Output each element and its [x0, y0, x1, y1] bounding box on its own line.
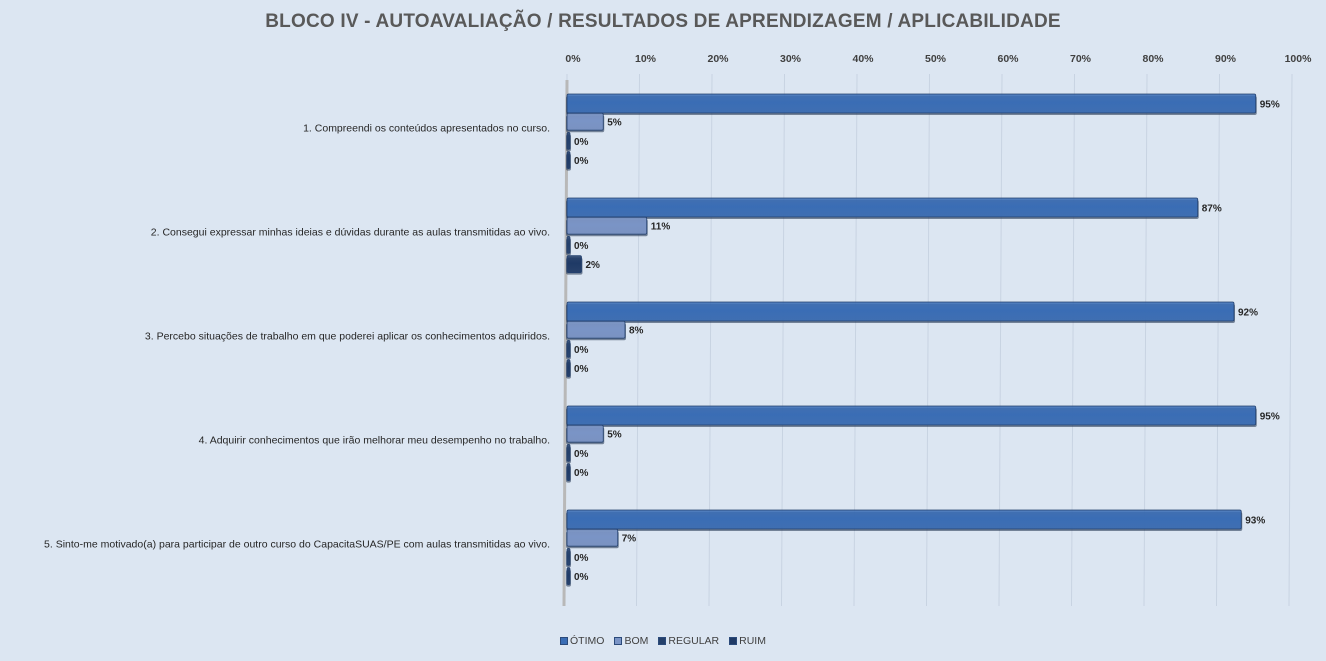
- bar: [566, 301, 1235, 322]
- data-label: 2%: [586, 260, 601, 271]
- bar: [566, 359, 571, 378]
- data-label: 0%: [574, 572, 589, 583]
- legend: ÓTIMO BOM REGULAR RUIM: [0, 635, 1326, 647]
- data-label: 0%: [574, 137, 589, 148]
- data-labels: 95% 5% 0% 0% 87% 11% 0% 2% 92% 8% 0% 0% 95% 5% 0% 0% 93%…: [574, 100, 1280, 584]
- bar: [566, 405, 1257, 426]
- data-label: 93%: [1245, 516, 1265, 527]
- legend-label: ÓTIMO: [570, 635, 605, 647]
- data-label: 5%: [607, 118, 622, 129]
- x-tick-label: 0%: [565, 53, 581, 65]
- data-label: 7%: [622, 534, 637, 545]
- bar: [566, 197, 1199, 218]
- bar: [566, 339, 571, 358]
- x-tick-label: 20%: [707, 53, 729, 65]
- bars: [566, 93, 1257, 587]
- x-tick-label: 100%: [1285, 53, 1313, 65]
- category-label: 2. Consegui expressar minhas ideias e dú…: [151, 226, 550, 238]
- x-tick-label: 40%: [852, 53, 874, 65]
- x-tick-label: 30%: [780, 53, 802, 65]
- bar: [566, 509, 1242, 530]
- legend-label: REGULAR: [668, 635, 720, 647]
- category-label: 3. Percebo situações de trabalho em que …: [145, 330, 550, 342]
- category-labels: 1. Compreendi os conteúdos apresentados …: [44, 122, 550, 550]
- x-axis-ticks: 0% 10% 20% 30% 40% 50% 60% 70% 80% 90% 100%: [565, 53, 1312, 65]
- legend-swatch: [729, 637, 738, 645]
- x-tick-label: 70%: [1070, 53, 1092, 65]
- bar: [566, 131, 571, 150]
- data-label: 95%: [1260, 100, 1280, 111]
- bar: [566, 567, 571, 585]
- data-label: 0%: [574, 553, 589, 564]
- bar: [566, 255, 582, 274]
- data-label: 92%: [1238, 308, 1258, 319]
- bar: [566, 463, 571, 482]
- data-label: 0%: [574, 241, 589, 252]
- x-tick-label: 60%: [997, 53, 1019, 65]
- bar: [566, 216, 648, 235]
- x-tick-label: 50%: [925, 53, 947, 65]
- legend-item: REGULAR: [658, 635, 719, 647]
- data-label: 11%: [651, 222, 671, 233]
- data-label: 87%: [1202, 204, 1222, 215]
- bar: [566, 424, 604, 443]
- bar: [566, 151, 571, 170]
- bar: [566, 443, 571, 462]
- gridline: [1288, 73, 1293, 607]
- bar: [566, 235, 571, 254]
- data-label: 0%: [574, 345, 589, 356]
- category-label: 4. Adquirir conhecimentos que irão melho…: [199, 434, 550, 446]
- category-label: 1. Compreendi os conteúdos apresentados …: [303, 122, 550, 134]
- legend-item: ÓTIMO: [560, 635, 604, 647]
- legend-label: RUIM: [739, 635, 766, 647]
- bar: [566, 320, 626, 339]
- data-label: 0%: [574, 156, 589, 167]
- bar: [566, 528, 619, 547]
- data-label: 0%: [574, 364, 589, 375]
- legend-swatch: [658, 637, 667, 645]
- category-label: 5. Sinto-me motivado(a) para participar …: [44, 538, 550, 550]
- bar: [566, 112, 604, 131]
- chart-title: BLOCO IV - AUTOAVALIAÇÃO / RESULTADOS DE…: [265, 11, 1061, 32]
- data-label: 8%: [629, 326, 644, 337]
- legend-item: BOM: [614, 635, 648, 647]
- x-tick-label: 90%: [1215, 53, 1237, 65]
- legend-label: BOM: [624, 635, 649, 647]
- bar: [566, 93, 1257, 114]
- bar: [566, 548, 571, 566]
- legend-swatch: [560, 637, 569, 645]
- data-label: 5%: [607, 430, 622, 441]
- data-label: 0%: [574, 468, 589, 479]
- data-label: 95%: [1260, 412, 1280, 423]
- x-tick-label: 80%: [1142, 53, 1164, 65]
- legend-item: RUIM: [729, 635, 766, 647]
- legend-swatch: [614, 637, 623, 645]
- data-label: 0%: [574, 449, 589, 460]
- x-tick-label: 10%: [635, 53, 657, 65]
